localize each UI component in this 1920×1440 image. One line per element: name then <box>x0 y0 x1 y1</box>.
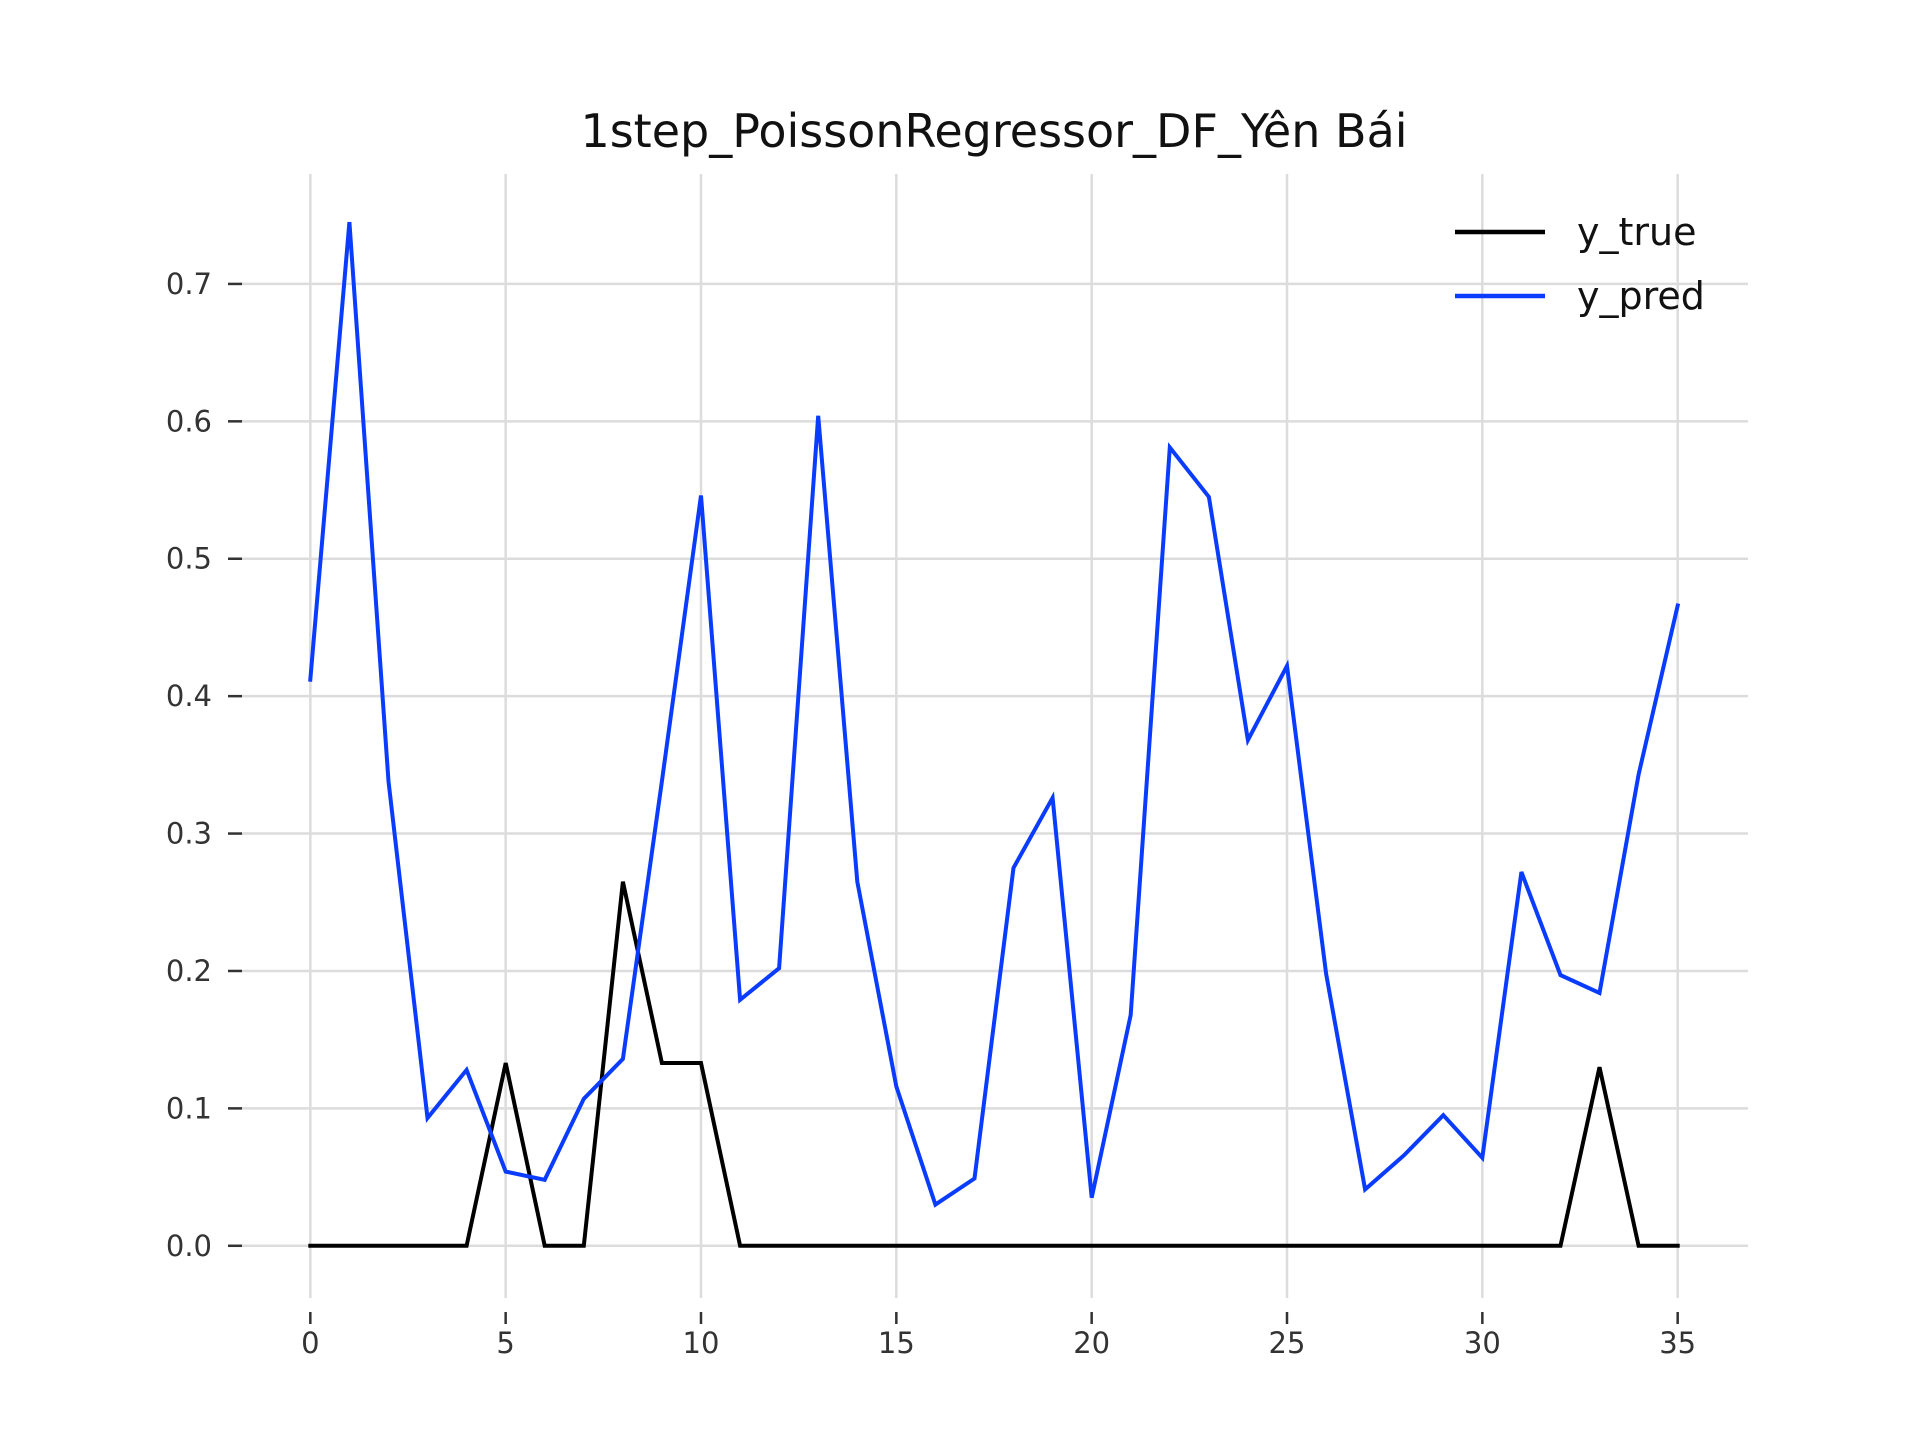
y-tick-label: 0.5 <box>166 542 212 576</box>
y-tick-label: 0.0 <box>166 1229 212 1263</box>
x-tick-label: 30 <box>1464 1326 1501 1360</box>
x-tick-label: 25 <box>1269 1326 1306 1360</box>
y-tick-label: 0.1 <box>166 1091 212 1125</box>
x-tick-label: 10 <box>683 1326 720 1360</box>
series-layer <box>308 221 1681 1248</box>
legend-label-y-true: y_true <box>1577 210 1696 254</box>
y-tick-label: 0.7 <box>166 267 212 301</box>
x-tick-label: 5 <box>496 1326 514 1360</box>
x-tick-label: 20 <box>1073 1326 1110 1360</box>
y-tick-label: 0.4 <box>166 679 212 713</box>
chart-title: 1step_PoissonRegressor_DF_Yên Bái <box>580 104 1407 158</box>
axes: 0 5 10 15 20 25 30 35 0.0 0.1 0.2 0.3 0.4 0.5 0.6 0.7 <box>166 267 1696 1360</box>
series-line-y-true <box>308 881 1680 1248</box>
x-tick-label: 0 <box>301 1326 319 1360</box>
series-line-y-pred <box>308 221 1681 1208</box>
y-tick-label: 0.3 <box>166 817 212 851</box>
legend: y_true y_pred <box>1455 210 1705 318</box>
y-tick-label: 0.2 <box>166 954 212 988</box>
x-tick-label: 15 <box>878 1326 915 1360</box>
x-tick-label: 35 <box>1659 1326 1696 1360</box>
grid <box>240 174 1748 1298</box>
legend-label-y-pred: y_pred <box>1577 274 1705 318</box>
y-tick-label: 0.6 <box>166 404 212 438</box>
